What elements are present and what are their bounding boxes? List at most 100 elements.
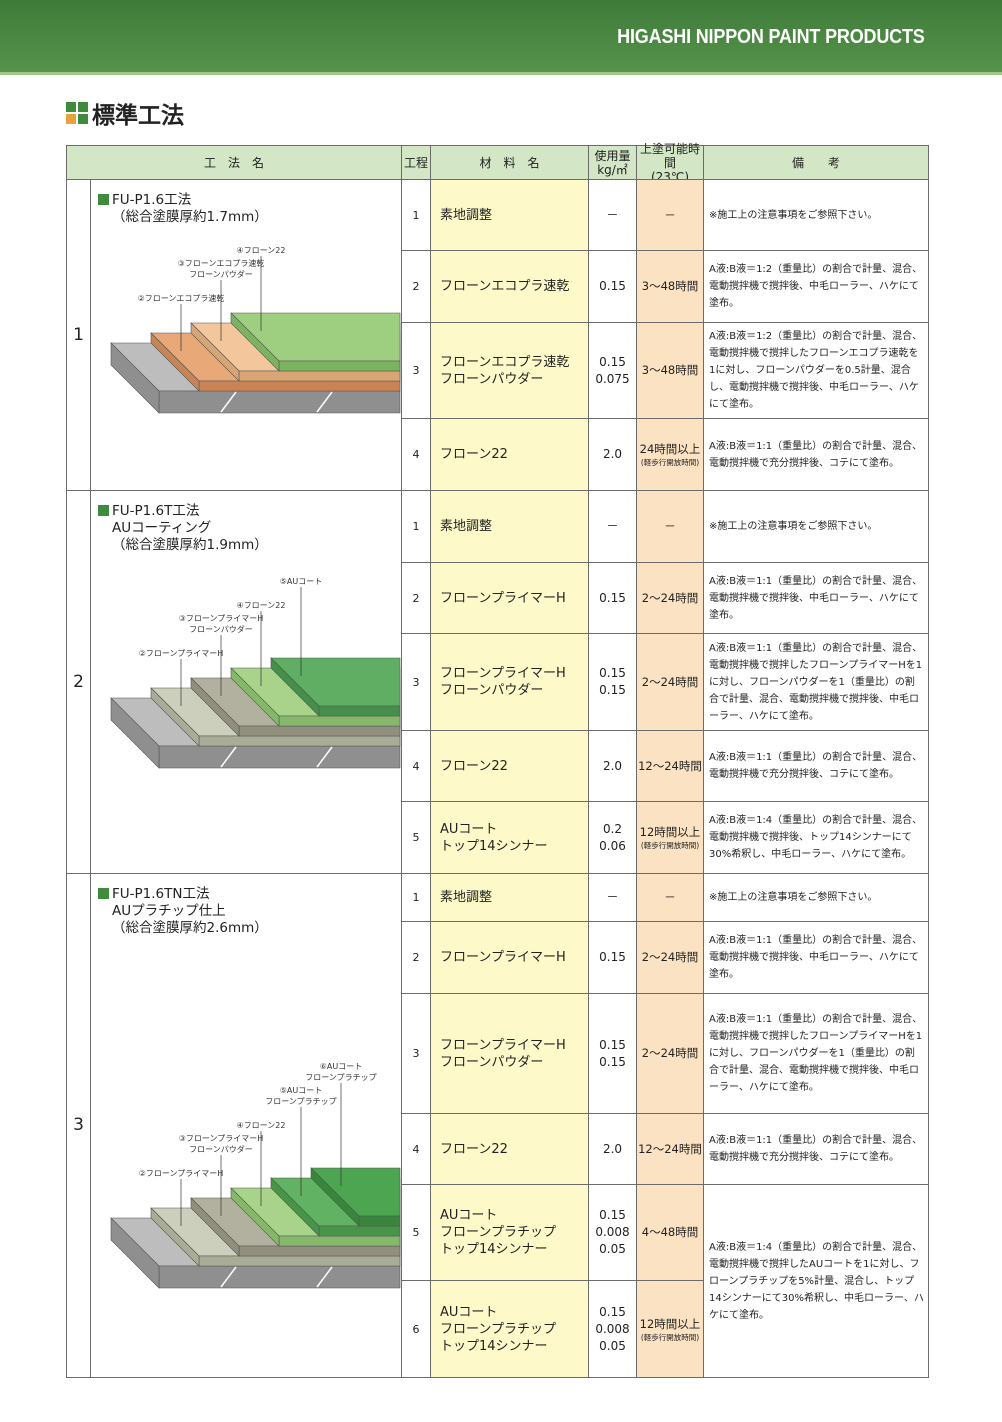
step-number: 3 bbox=[401, 993, 431, 1114]
method-line-text: AUコーティング bbox=[112, 520, 212, 536]
recoat-time-line: － bbox=[664, 890, 676, 904]
coating-layer bbox=[230, 312, 280, 372]
usage-line: 0.2 bbox=[602, 821, 623, 836]
material-line: AUコート bbox=[440, 821, 498, 837]
notes-text: A液:B液＝1:1（重量比）の割合で計量、混合、電動撹拌機で充分撹拌後、コテにて… bbox=[709, 752, 923, 780]
column-header-line: 上塗可能時間 bbox=[639, 141, 700, 170]
material-line: フローン22 bbox=[440, 447, 508, 462]
method-bullet bbox=[98, 194, 109, 205]
material-line: フローン22 bbox=[440, 1141, 508, 1157]
step-number: 5 bbox=[401, 801, 431, 874]
notes: A液:B液＝1:1（重量比）の割合で計量、混合、電動撹拌機で撹拌したフローンプラ… bbox=[703, 633, 929, 731]
recoat-time: 2～24時間 bbox=[636, 633, 704, 731]
usage: 0.15 0.15 bbox=[588, 633, 637, 731]
notes-text: A液:B液＝1:1（重量比）の割合で計量、混合、電動撹拌機で撹拌したフローンプラ… bbox=[709, 1014, 923, 1093]
column-header: 備 考 bbox=[703, 145, 929, 180]
concrete-base bbox=[110, 342, 160, 414]
concrete-base bbox=[158, 1265, 401, 1289]
method-line-text: AUプラチップ仕上 bbox=[112, 903, 226, 919]
method-text: FU-P1.6TN工法 AUプラチップ仕上 （総合塗膜厚約2.6mm） bbox=[98, 886, 268, 937]
column-header-line: 使用量 bbox=[594, 148, 631, 163]
notes: A液:B液＝1:4（重量比）の割合で計量、混合、電動撹拌機で撹拌後、トップ14シ… bbox=[703, 801, 929, 874]
layer-label: ④フローン22 bbox=[237, 601, 286, 610]
material-line: 素地調整 bbox=[440, 207, 493, 223]
usage-line: 0.15 bbox=[599, 279, 626, 293]
coating-layer bbox=[150, 1207, 200, 1267]
usage: 0.15 bbox=[588, 562, 637, 634]
column-header-line: kg/㎡ bbox=[597, 162, 628, 177]
coating-layer bbox=[238, 725, 401, 737]
coating-layer bbox=[238, 1245, 401, 1257]
usage-line: 0.05 bbox=[599, 1242, 626, 1256]
material-line: 素地調整 bbox=[440, 890, 493, 905]
usage-line: 0.06 bbox=[599, 838, 626, 853]
layer-label: フローンプラチップ bbox=[305, 1073, 376, 1082]
concrete-base bbox=[158, 390, 401, 414]
material: フローンプライマーH フローンパウダー bbox=[430, 993, 589, 1114]
recoat-time: 4～48時間 bbox=[636, 1184, 704, 1281]
layer-label: フローンプラチップ bbox=[265, 1097, 336, 1106]
material: フローンプライマーH フローンパウダー bbox=[430, 633, 589, 731]
notes: A液:B液＝1:1（重量比）の割合で計量、混合、電動撹拌機で充分撹拌後、コテにて… bbox=[703, 730, 929, 802]
notes: A液:B液＝1:1（重量比）の割合で計量、混合、電動撹拌機で撹拌したフローンプラ… bbox=[703, 993, 929, 1114]
method-line-text: （総合塗膜厚約1.7mm） bbox=[112, 209, 268, 225]
usage-line: 0.15 bbox=[599, 666, 626, 680]
notes-text: A液:B液＝1:1（重量比）の割合で計量、混合、電動撹拌機で撹拌したフローンプラ… bbox=[709, 642, 923, 722]
notes: ※施工上の注意事項をご参照下さい。 bbox=[703, 873, 929, 922]
notes: ※施工上の注意事項をご参照下さい。 bbox=[703, 179, 929, 251]
material-line: フローンプライマーH bbox=[440, 950, 566, 965]
material-line: トップ14シンナー bbox=[440, 838, 548, 854]
notes: A液:B液＝1:2（重量比）の割合で計量、混合、電動撹拌機で撹拌したフローンエコ… bbox=[703, 322, 929, 419]
usage-line: 0.008 bbox=[595, 1225, 630, 1239]
usage-line: － bbox=[606, 207, 619, 222]
notes-text: ※施工上の注意事項をご参照下さい。 bbox=[709, 209, 878, 221]
title-icon bbox=[66, 102, 88, 124]
recoat-time: － bbox=[636, 179, 704, 251]
usage-line: 0.008 bbox=[595, 1321, 630, 1336]
usage: 0.2 0.06 bbox=[588, 801, 637, 874]
recoat-time-line: 2～24時間 bbox=[641, 1046, 699, 1060]
material-line: フローンパウダー bbox=[440, 683, 544, 698]
usage-line: 0.15 bbox=[599, 354, 626, 369]
method-line: （総合塗膜厚約1.7mm） bbox=[98, 209, 268, 226]
usage: 0.15 0.008 0.05 bbox=[588, 1280, 637, 1378]
crack bbox=[220, 746, 237, 768]
coating-layer bbox=[198, 735, 401, 747]
section-number: 1 bbox=[66, 179, 91, 491]
step-number: 4 bbox=[401, 1113, 431, 1185]
method-line-text: （総合塗膜厚約2.6mm） bbox=[112, 920, 268, 936]
usage: 0.15 bbox=[588, 921, 637, 994]
recoat-time-line: 12時間以上 bbox=[639, 1316, 701, 1331]
material-line: トップ14シンナー bbox=[440, 1242, 548, 1257]
usage: 2.0 bbox=[588, 1113, 637, 1185]
usage-line: 0.15 bbox=[599, 1304, 626, 1319]
material: AUコート トップ14シンナー bbox=[430, 801, 589, 874]
coating-layer bbox=[198, 380, 401, 392]
crack bbox=[220, 1266, 237, 1288]
recoat-time: － bbox=[636, 490, 704, 563]
method-line: AUコーティング bbox=[98, 520, 268, 537]
layer-label: ②フローンエコプラ速乾 bbox=[138, 293, 225, 303]
crack bbox=[316, 391, 333, 413]
method-line: FU-P1.6T工法 bbox=[98, 503, 268, 520]
column-header: 使用量 kg/㎡ bbox=[588, 145, 637, 180]
column-header: 材 料 名 bbox=[430, 145, 589, 180]
notes: A液:B液＝1:1（重量比）の割合で計量、混合、電動撹拌機で撹拌後、中毛ローラー… bbox=[703, 921, 929, 994]
section-number-text: 2 bbox=[73, 671, 84, 692]
usage-line: 2.0 bbox=[602, 1141, 623, 1156]
step-number: 4 bbox=[401, 730, 431, 802]
step-number-text: 6 bbox=[412, 1322, 420, 1336]
material-line: フローンエコプラ速乾 bbox=[440, 354, 570, 370]
method-line: AUプラチップ仕上 bbox=[98, 903, 268, 920]
method-line: （総合塗膜厚約1.9mm） bbox=[98, 537, 268, 554]
step-number-text: 2 bbox=[412, 591, 420, 605]
recoat-time-line: 24時間以上 bbox=[639, 442, 701, 456]
usage-line: － bbox=[606, 519, 619, 533]
recoat-time: － bbox=[636, 873, 704, 922]
usage-line: 0.15 bbox=[599, 1054, 626, 1069]
step-number: 1 bbox=[401, 873, 431, 922]
step-number: 2 bbox=[401, 921, 431, 994]
usage-line: 0.15 bbox=[599, 950, 626, 964]
column-header-line: 備 考 bbox=[791, 155, 840, 170]
coating-layer bbox=[310, 1167, 360, 1227]
